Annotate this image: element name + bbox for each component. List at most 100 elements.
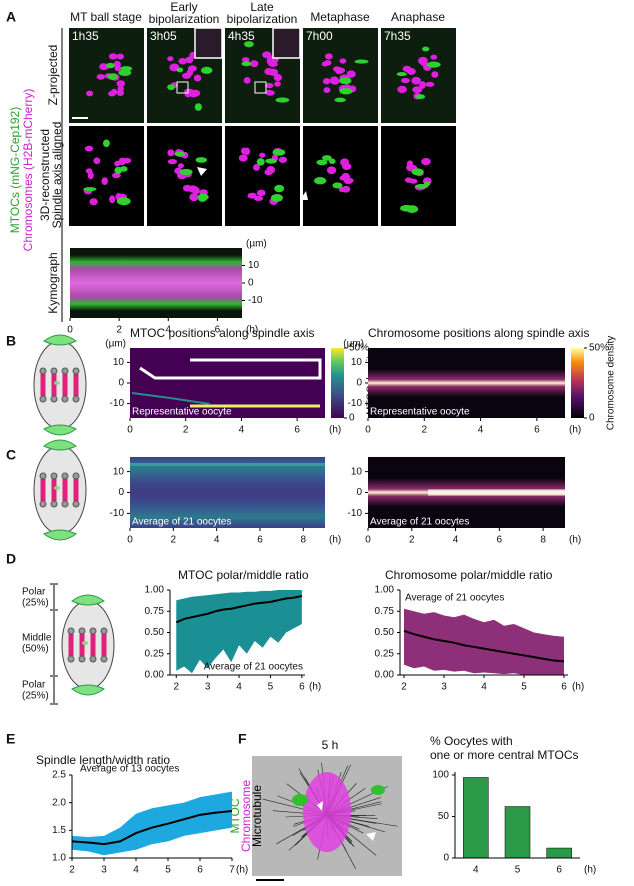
x-tick-label: 2 [69,865,75,876]
chromosome-icon [79,634,85,656]
mean-line [403,629,565,663]
chromosome [412,78,419,84]
chromosome [268,68,279,76]
kinetochore [67,627,75,635]
inset [272,27,301,59]
x-tick-label: 2 [171,535,177,546]
kinetochore [50,395,58,403]
chromosome-icon [62,374,68,396]
kinetochore [89,627,97,635]
chromosome [274,81,281,87]
y-tick-label: 0.25 [145,648,165,659]
mtoc [396,72,407,77]
y-tick-label: 10 [248,260,260,271]
x-unit: (h) [569,535,581,546]
chromosome [397,85,407,94]
x-tick-label: 0 [365,535,371,546]
chromosome [326,166,337,175]
chromosome [278,156,288,163]
mtoc [194,103,202,111]
chromosome [185,56,194,64]
x-unit: (h) [569,425,581,436]
mtoc-icon [82,641,88,645]
x-tick-label: 6 [294,425,300,436]
stage-label: Anaphase [391,10,445,24]
x-tick-label: 4 [214,535,220,546]
chromosome [241,57,250,63]
heatmap-band [428,489,565,496]
kinetochore [89,655,97,663]
mtoc [422,46,430,52]
x-tick-label: 2 [183,425,189,436]
kinetochore [61,367,69,375]
mtoc [83,187,97,192]
stage-label: bipolarization [227,12,298,26]
x-tick-label: 2 [173,682,179,693]
y-tick-label: 2.0 [52,797,66,808]
chromosome [186,68,194,77]
y-tick-label: 50 [438,811,450,822]
mtoc [195,157,208,163]
chromosome [89,198,98,206]
mtoc [426,61,441,68]
x-tick-label: 3 [441,682,447,693]
bar [546,847,572,859]
chromosome [400,77,410,84]
kinetochore [100,655,108,663]
x-tick-label: 6 [497,535,503,546]
x-tick-label: 4 [481,682,487,693]
y-tick-label: 0 [248,278,254,289]
colorbar [571,348,584,418]
x-tick-label: 7 [229,865,235,876]
mtoc [167,84,176,91]
micrograph [303,126,378,226]
chromosome [116,53,125,60]
mtoc-cap [43,529,77,541]
chromosome-icon [51,374,57,396]
y-tick-label: -10 [110,398,125,409]
chromosome [425,81,435,87]
chromosome [430,54,438,60]
chromosome [116,89,125,96]
chromosome [341,185,351,193]
time-label: 3h05 [150,29,177,43]
y-tick-label: 0.75 [145,606,165,617]
y-tick-label: 0.75 [375,606,395,617]
chromosome-icon [51,479,57,501]
mtoc [354,59,369,64]
chromosome [256,189,266,197]
x-tick-label: 0 [67,325,73,336]
y-tick-label: 1.5 [52,825,66,836]
x-tick-label: 4 [453,535,459,546]
mtoc [322,155,332,161]
heatmap [130,457,325,528]
chart-title: MTOC polar/middle ratio [178,568,309,582]
arrowhead [197,167,207,176]
colorbar-label: Chromosome density [606,336,617,430]
colorbar [331,348,344,418]
annotation: Average of 21 oocytes [132,517,231,528]
mtoc-icon [54,486,60,490]
y-tick-label: 0 [443,853,449,864]
stage-label: Late [250,0,274,14]
x-unit: (h) [246,325,258,336]
chromosome-icon [68,634,74,656]
arrowhead [300,191,308,200]
y-tick-label: -10 [348,398,363,409]
chromosome [418,56,428,65]
micrograph [225,126,300,226]
row-label: Z-projected [46,45,60,106]
x-tick-label: 5 [268,682,274,693]
chromosome [330,77,340,85]
y-tick-label: 2.5 [52,770,66,781]
y-tick-label: 0.25 [375,648,395,659]
chromosome [167,56,174,62]
mtoc [316,159,328,166]
chromosome [303,772,351,852]
mtoc [174,151,186,157]
kinetochore [61,472,69,480]
chromosome-icon [40,374,46,396]
x-tick-label: 4 [478,425,484,436]
x-tick-label: 6 [299,682,305,693]
